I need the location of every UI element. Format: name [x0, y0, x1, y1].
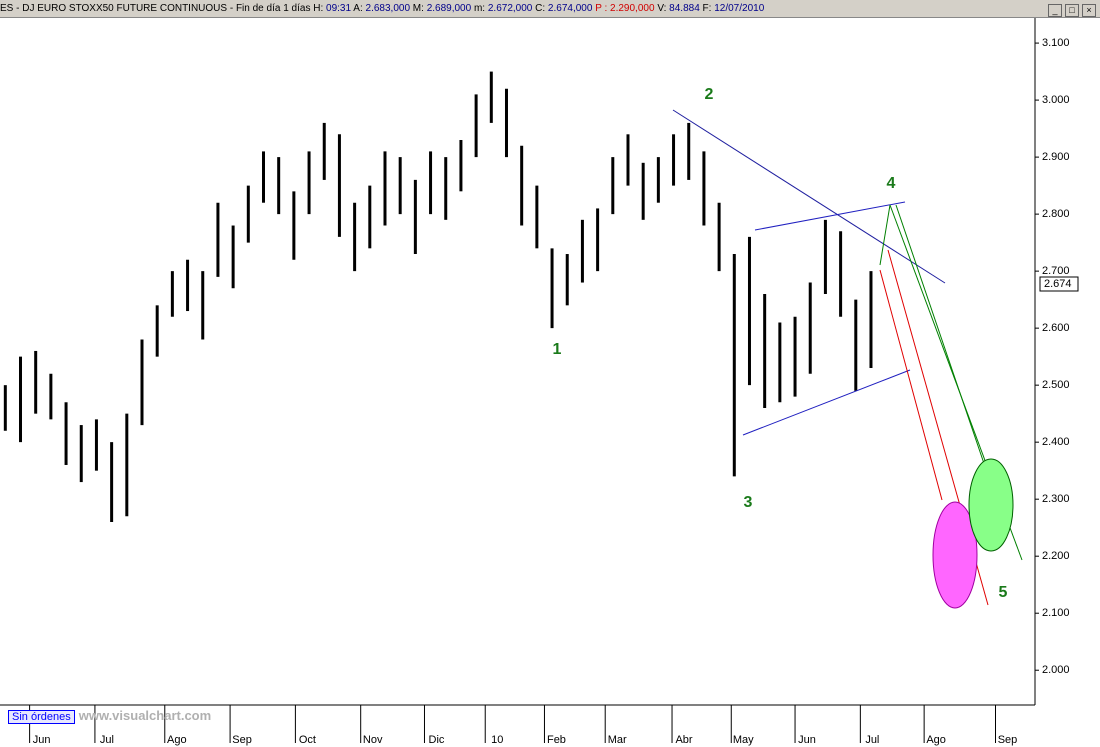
wave-label: 4: [887, 175, 896, 192]
x-tick-label: Ago: [926, 734, 946, 746]
header-field: C:: [535, 3, 546, 14]
wave-label: 5: [999, 584, 1008, 601]
header-field: 12/07/2010: [714, 3, 765, 14]
window-buttons: _ □ ×: [1045, 2, 1096, 17]
y-tick-label: 3.100: [1042, 37, 1070, 49]
x-tick-label: Oct: [299, 734, 316, 746]
x-tick-label: Dic: [429, 734, 445, 746]
close-button[interactable]: ×: [1082, 4, 1096, 17]
trendline: [895, 204, 993, 488]
y-tick-label: 2.500: [1042, 379, 1070, 391]
last-price-box: [1039, 276, 1079, 292]
x-tick-label: Mar: [608, 734, 627, 746]
header-field: F:: [702, 3, 712, 14]
wave-label: 3: [744, 494, 753, 511]
header-field: P :: [595, 3, 608, 14]
wave-label: 1: [553, 341, 562, 358]
target-ellipse: [932, 501, 978, 609]
trendline: [742, 369, 911, 436]
y-tick-label: 2.000: [1042, 664, 1070, 676]
header-field: 2.672,000: [487, 3, 533, 14]
y-tick-label: 2.900: [1042, 151, 1070, 163]
x-tick-label: May: [733, 734, 754, 746]
plot-area: [0, 18, 1035, 705]
header-field: 84.884: [669, 3, 700, 14]
site-link[interactable]: www.visualchart.com: [78, 708, 212, 723]
header-field: H:: [313, 3, 324, 14]
y-tick-label: 2.100: [1042, 607, 1070, 619]
target-ellipse: [968, 458, 1014, 552]
maximize-button[interactable]: □: [1065, 4, 1079, 17]
x-tick-label: Sep: [232, 734, 252, 746]
x-tick-label: Sep: [998, 734, 1018, 746]
x-tick-label: Jun: [33, 734, 51, 746]
y-tick-label: 2.800: [1042, 208, 1070, 220]
trendline: [754, 201, 906, 231]
last-price-label: 2.674: [1044, 278, 1072, 290]
header-field: V:: [657, 3, 667, 14]
header-field: 2.674,000: [547, 3, 593, 14]
y-tick-label: 2.700: [1042, 265, 1070, 277]
x-tick-label: Nov: [363, 734, 383, 746]
x-tick-label: Jul: [100, 734, 114, 746]
footer: Sin órdenes www.visualchart.com: [8, 708, 212, 724]
header-field: 09:31: [326, 3, 352, 14]
header-field: ES - DJ EURO STOXX50 FUTURE CONTINUOUS -…: [0, 3, 311, 14]
trendline: [879, 269, 943, 501]
y-tick-label: 3.000: [1042, 94, 1070, 106]
header-field: 2.290,000: [610, 3, 655, 14]
header-field: 2.689,000: [426, 3, 472, 14]
header-field: A:: [353, 3, 363, 14]
y-tick-label: 2.200: [1042, 550, 1070, 562]
minimize-button[interactable]: _: [1048, 4, 1062, 17]
x-tick-label: Feb: [547, 734, 566, 746]
x-tick-label: 10: [491, 734, 503, 746]
y-tick-label: 2.600: [1042, 322, 1070, 334]
y-tick-label: 2.300: [1042, 493, 1070, 505]
header-field: m:: [473, 3, 486, 14]
header-field: 2.683,000: [365, 3, 411, 14]
header-bar: ES - DJ EURO STOXX50 FUTURE CONTINUOUS -…: [0, 0, 1100, 18]
orders-status[interactable]: Sin órdenes: [8, 710, 75, 724]
x-tick-label: Ago: [167, 734, 187, 746]
header-info: ES - DJ EURO STOXX50 FUTURE CONTINUOUS -…: [0, 3, 764, 14]
x-tick-label: Abr: [675, 734, 692, 746]
trendline: [879, 204, 891, 266]
y-tick-label: 2.400: [1042, 436, 1070, 448]
header-field: M:: [412, 3, 424, 14]
drawings: [672, 109, 1023, 609]
x-tick-label: Jun: [798, 734, 816, 746]
x-tick-label: Jul: [865, 734, 879, 746]
wave-label: 2: [705, 86, 714, 103]
trendline: [672, 109, 946, 284]
